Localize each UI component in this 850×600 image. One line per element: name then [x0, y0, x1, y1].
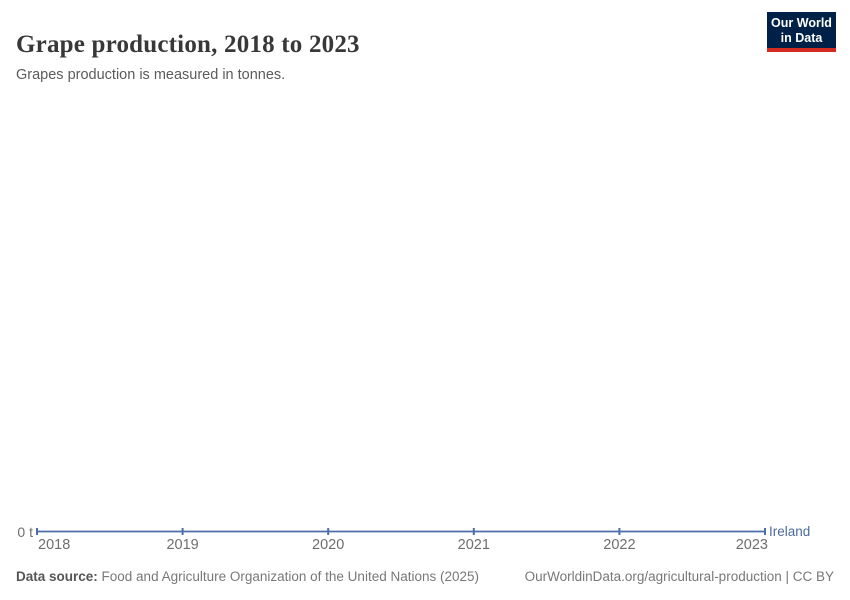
x-axis-tick-label: 2022 [603, 537, 636, 553]
chart-footer: Data source: Food and Agriculture Organi… [16, 569, 834, 584]
x-axis-tick-label: 2019 [166, 537, 199, 553]
series-label-ireland[interactable]: Ireland [769, 524, 811, 539]
credit-link[interactable]: OurWorldinData.org/agricultural-producti… [524, 569, 834, 584]
x-axis-tick-label: 2018 [38, 537, 71, 553]
x-axis-tick-label: 2021 [457, 537, 490, 553]
x-axis-tick-label: 2020 [312, 537, 345, 553]
chart-subtitle: Grapes production is measured in tonnes. [16, 66, 286, 83]
owid-logo[interactable]: Our World in Data [767, 12, 836, 52]
x-axis: 2018 2019 2020 2021 2022 2023 [0, 537, 850, 555]
x-axis-tick-label: 2023 [735, 537, 768, 553]
owid-logo-line1: Our World [771, 16, 832, 30]
data-source-note: Data source: Food and Agriculture Organi… [16, 569, 479, 584]
y-axis-tick-label: 0 t [17, 524, 33, 540]
chart-title: Grape production, 2018 to 2023 [16, 30, 360, 58]
data-source-text: Food and Agriculture Organization of the… [97, 569, 480, 584]
data-source-label: Data source: [16, 569, 98, 584]
owid-logo-line2: in Data [780, 31, 823, 45]
